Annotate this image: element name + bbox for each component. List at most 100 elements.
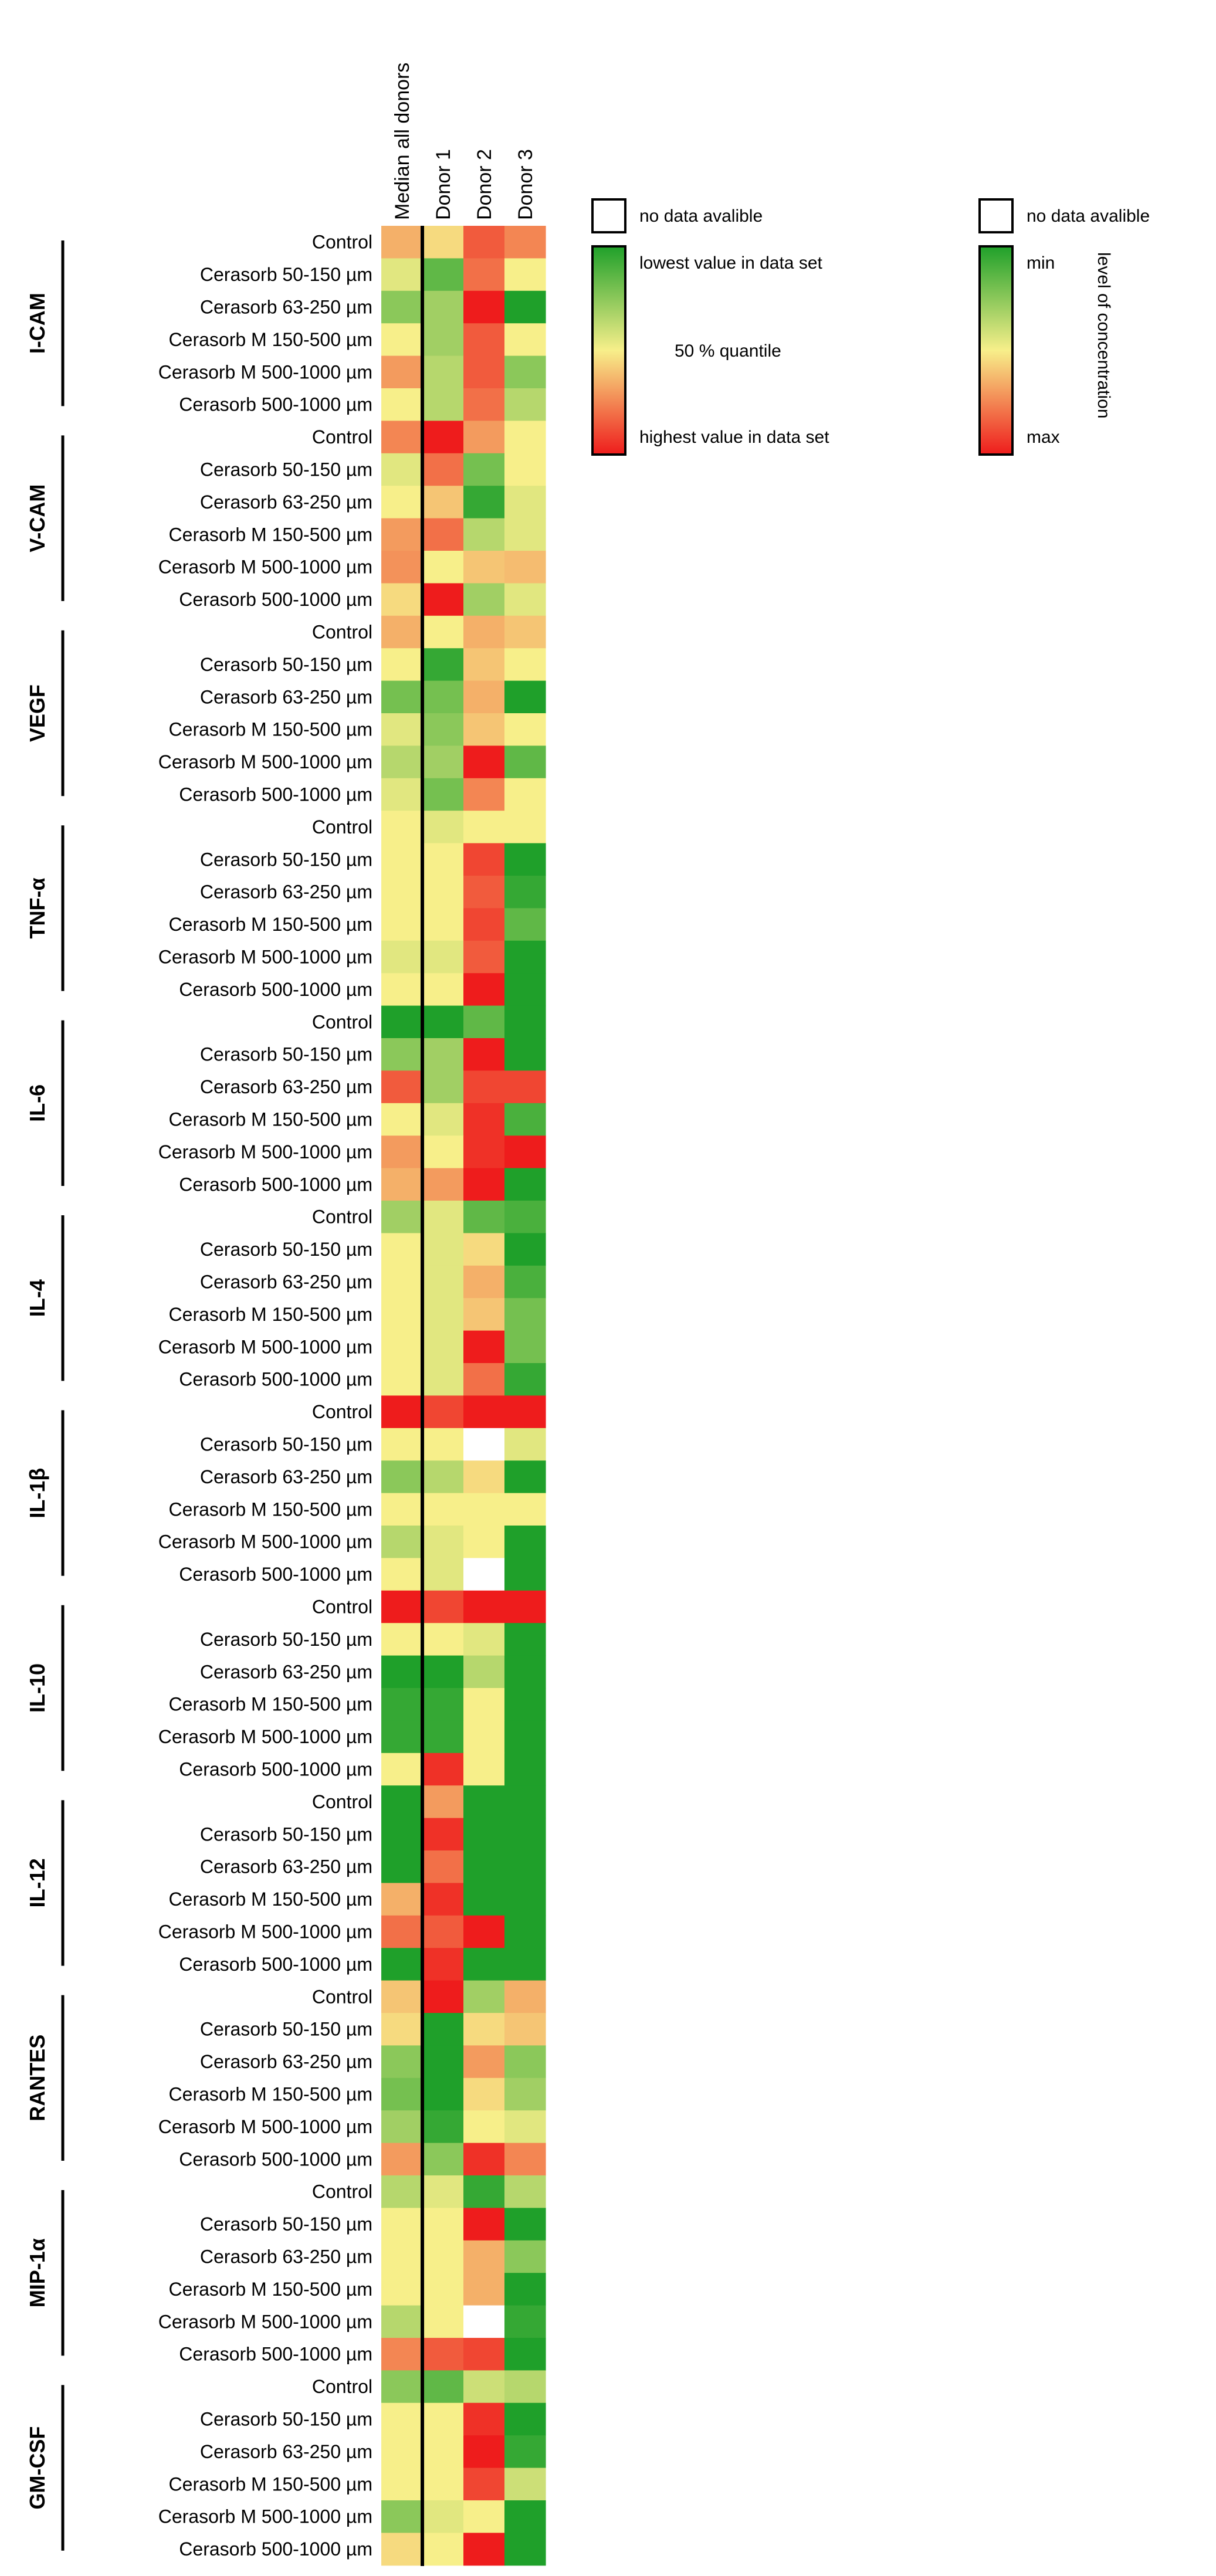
heatmap-cell [463, 2467, 505, 2501]
row-label: Cerasorb M 500-1000 µm [158, 361, 372, 382]
heatmap-cell [381, 2338, 423, 2371]
heatmap-cell [463, 2013, 505, 2046]
heatmap-cell [463, 843, 505, 876]
heatmap-cell [422, 486, 464, 519]
heatmap-cell [381, 2077, 423, 2111]
row-label: Cerasorb M 150-500 µm [169, 2279, 372, 2300]
heatmap-cell [463, 680, 505, 714]
heatmap-cell [463, 1233, 505, 1266]
heatmap-cell [463, 1103, 505, 1136]
heatmap-cell [463, 1980, 505, 2014]
legend-left-no-data-label: no data avalible [639, 206, 763, 226]
heatmap-cell [422, 2500, 464, 2533]
heatmap-cell [422, 388, 464, 421]
heatmap-cell [381, 258, 423, 292]
row-label: Cerasorb M 150-500 µm [169, 1889, 372, 1910]
heatmap-cell [463, 1136, 505, 1169]
heatmap-cell [422, 2013, 464, 2046]
heatmap-cell [422, 2110, 464, 2144]
row-label: Cerasorb 63-250 µm [200, 1466, 372, 1487]
heatmap-cell [504, 2435, 546, 2469]
row-label: Cerasorb 500-1000 µm [179, 784, 372, 805]
heatmap-cell [463, 551, 505, 584]
column-label: Donor 3 [514, 149, 537, 220]
heatmap-cell [504, 1623, 546, 1656]
row-label: Cerasorb 50-150 µm [200, 1629, 372, 1650]
heatmap-cell [381, 421, 423, 454]
heatmap-cell [504, 1070, 546, 1104]
heatmap-cell [463, 876, 505, 909]
heatmap-cell [504, 2077, 546, 2111]
heatmap-cell [422, 1590, 464, 1623]
heatmap-cell [422, 1265, 464, 1299]
heatmap-cell [504, 615, 546, 649]
heatmap-cell [381, 940, 423, 974]
heatmap-cell [504, 2370, 546, 2404]
heatmap-cell [422, 2402, 464, 2436]
heatmap-cell [463, 1038, 505, 1071]
heatmap-cell [422, 1330, 464, 1364]
row-label: Cerasorb M 500-1000 µm [158, 1531, 372, 1553]
heatmap-cell [381, 388, 423, 421]
heatmap-cell [381, 1070, 423, 1104]
heatmap-cell [381, 2110, 423, 2144]
heatmap-cell [463, 1818, 505, 1851]
group-label: RANTES [25, 2035, 49, 2121]
heatmap-cell [422, 811, 464, 844]
heatmap-cell [381, 745, 423, 779]
heatmap-cell [504, 1753, 546, 1786]
heatmap-cell [422, 1688, 464, 1721]
row-label: Cerasorb M 500-1000 µm [158, 2506, 372, 2527]
heatmap-cell [381, 1883, 423, 1916]
heatmap-cell [463, 1265, 505, 1299]
heatmap-cell [463, 1688, 505, 1721]
heatmap-cell [381, 680, 423, 714]
heatmap-cell [463, 778, 505, 811]
heatmap-cell [504, 1850, 546, 1883]
heatmap-cell [463, 1330, 505, 1364]
row-label: Cerasorb M 150-500 µm [169, 914, 372, 935]
heatmap-cell [381, 1558, 423, 1591]
heatmap-cell [463, 2045, 505, 2079]
row-label: Cerasorb 50-150 µm [200, 1044, 372, 1065]
heatmap-cell [422, 615, 464, 649]
heatmap-cell [504, 2143, 546, 2176]
heatmap-cell [422, 323, 464, 357]
heatmap-cell [422, 2370, 464, 2404]
heatmap-cell [463, 2500, 505, 2533]
heatmap-cell [463, 713, 505, 746]
heatmap-cell [381, 973, 423, 1006]
group-label: IL-4 [25, 1279, 49, 1317]
heatmap-cell [422, 1136, 464, 1169]
heatmap-cell [422, 1460, 464, 1494]
heatmap-cell [504, 2467, 546, 2501]
heatmap-cell [463, 323, 505, 357]
heatmap-cell [381, 1395, 423, 1429]
heatmap-cell [381, 1850, 423, 1883]
row-label: Cerasorb M 150-500 µm [169, 719, 372, 740]
row-label: Control [312, 2181, 372, 2202]
heatmap-cell [422, 226, 464, 259]
column-label: Median all donors [391, 63, 414, 220]
row-label: Control [312, 622, 372, 643]
heatmap-cell [381, 811, 423, 844]
legend-left-mid-label: 50 % quantile [675, 341, 781, 361]
legend-right: no data avalible min max level of concen… [978, 198, 1150, 456]
heatmap-cell [463, 2435, 505, 2469]
legend-left: no data avalible lowest value in data se… [591, 198, 829, 456]
legend-right-no-data-swatch [978, 198, 1014, 233]
heatmap-cell [422, 1850, 464, 1883]
heatmap-cell [381, 2402, 423, 2436]
row-label: Cerasorb 50-150 µm [200, 2409, 372, 2430]
heatmap-cell [422, 2045, 464, 2079]
heatmap-cell [463, 1883, 505, 1916]
heatmap-cell [381, 908, 423, 941]
heatmap-cell [504, 2402, 546, 2436]
heatmap-cell [422, 1395, 464, 1429]
heatmap-cell [504, 551, 546, 584]
column-labels: Median all donors Donor 1 Donor 2 Donor 3 [391, 63, 537, 220]
heatmap-cell [381, 2370, 423, 2404]
row-label: Cerasorb 50-150 µm [200, 1434, 372, 1455]
heatmap-cell [463, 2110, 505, 2144]
row-label: Cerasorb 63-250 µm [200, 2246, 372, 2267]
